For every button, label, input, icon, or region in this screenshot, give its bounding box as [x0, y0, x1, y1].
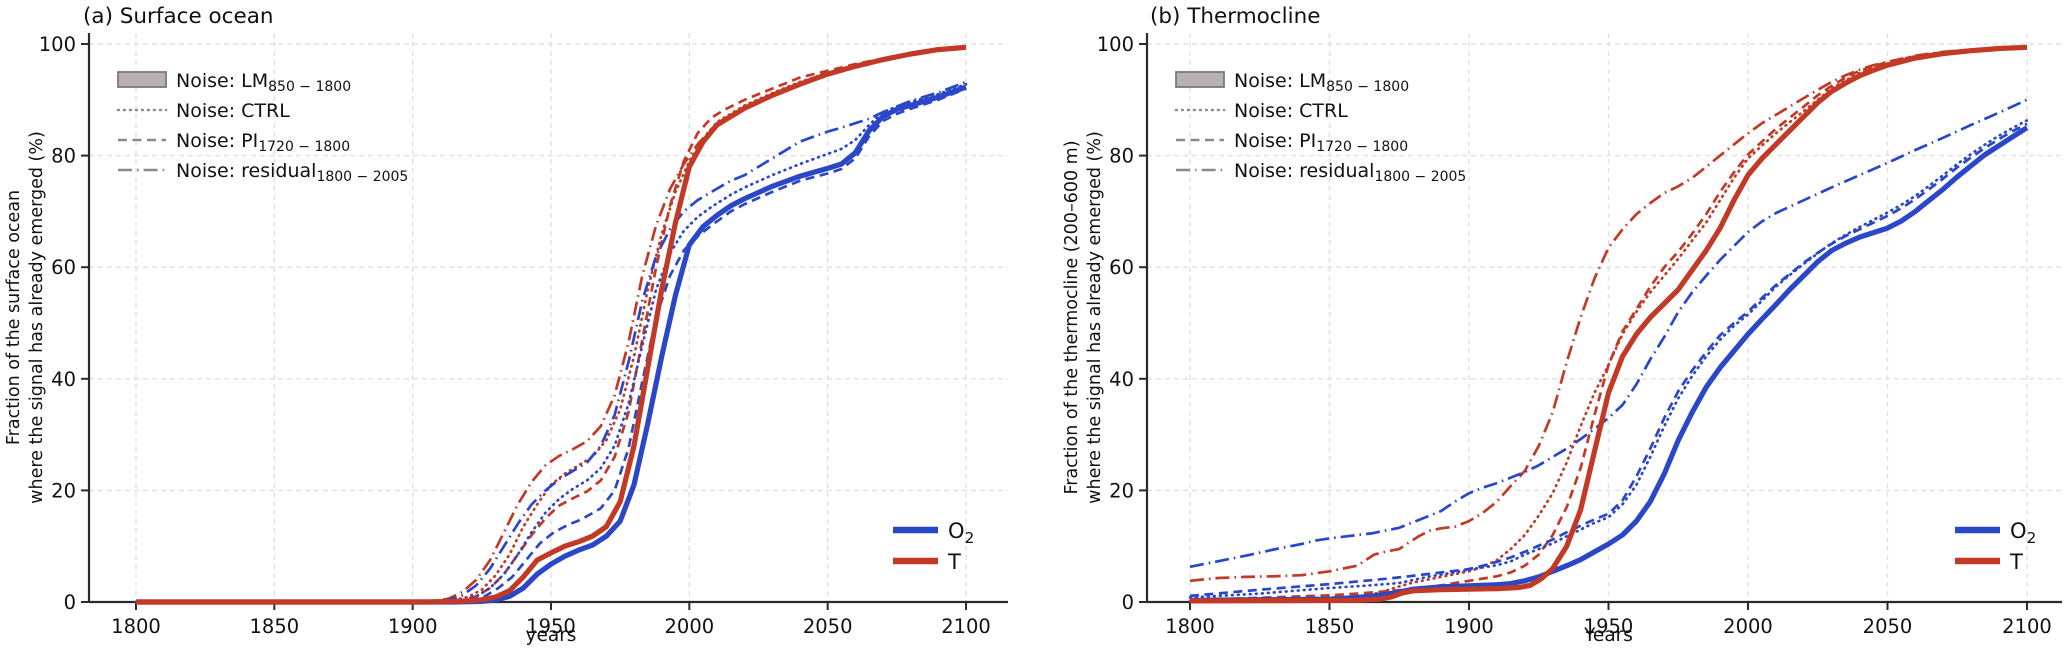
- x-tick-label: 2100: [2002, 615, 2052, 638]
- y-tick-label: 40: [51, 368, 76, 391]
- panel-a: 0 20 40 60 80 100 1800 1850 1900 1950 2000 2050 2100…: [4, 4, 1008, 646]
- y-tick-label: 100: [39, 33, 76, 56]
- y-tick-label: 60: [51, 256, 76, 279]
- y-tick-label: 0: [64, 591, 76, 614]
- series-line-o2-noise-ctrl: [134, 82, 968, 604]
- noise-legend-label: Noise: residual1800 − 2005: [176, 160, 408, 185]
- noise-legend-label: Noise: PI1720 − 1800: [1234, 130, 1408, 155]
- noise-legend-label: Noise: CTRL: [1234, 100, 1348, 122]
- x-tick-label: 2000: [665, 615, 715, 638]
- panel-title: (b) Thermocline: [1150, 4, 1320, 29]
- noise-legend-label: Noise: PI1720 − 1800: [176, 130, 350, 155]
- x-axis-label: years: [526, 625, 577, 646]
- series-line-o2-noise-residual: [1189, 98, 2028, 569]
- series-line-t-noise-lm: [136, 44, 967, 605]
- y-tick-label: 80: [1109, 145, 1134, 168]
- x-tick-label: 2050: [1863, 615, 1913, 638]
- panel-title: (a) Surface ocean: [83, 4, 274, 29]
- x-tick-label: 2100: [941, 615, 991, 638]
- noise-legend-label: Noise: LM850 − 1800: [1234, 70, 1409, 95]
- x-axis-label: Years: [1583, 625, 1633, 646]
- y-tick-label: 20: [51, 479, 76, 502]
- y-tick-label: 100: [1097, 33, 1134, 56]
- legend-patch-lm-noise: [117, 71, 167, 88]
- y-axis-label-line2: where the signal has already emerged (%): [27, 131, 47, 504]
- y-tick-label: 40: [1109, 368, 1134, 391]
- y-tick-label: 0: [1122, 591, 1134, 614]
- x-tick-label: 1900: [388, 615, 438, 638]
- noise-legend-label: Noise: residual1800 − 2005: [1234, 160, 1466, 185]
- series-line-t-noise-pi: [1189, 45, 2028, 602]
- series-line-t-noise-lm: [1189, 44, 2028, 604]
- series-line-o2-noise-pi: [1189, 122, 2028, 598]
- series-line-t-noise-pi: [136, 45, 967, 604]
- series-line-o2-noise-ctrl: [1188, 119, 2029, 599]
- x-tick-label: 1850: [250, 615, 300, 638]
- noise-legend-label: Noise: LM850 − 1800: [176, 70, 351, 95]
- y-tick-label: 60: [1109, 256, 1134, 279]
- series-line-o2-noise-lm: [1189, 125, 2029, 603]
- panel-b: 0 20 40 60 80 100 1800 1850 1900 1950 2000 2050 2100…: [1062, 4, 2062, 646]
- y-tick-label: 80: [51, 145, 76, 168]
- series-line-t-noise-ctrl: [1188, 45, 2029, 603]
- legend-patch-lm-noise: [1175, 71, 1225, 88]
- series-line-o2-noise-residual: [136, 80, 967, 604]
- y-axis-label-line1: Fraction of the thermocline (200–600 m): [1062, 140, 1082, 494]
- series-line-o2-noise-pi: [136, 87, 967, 604]
- series-legend-label: O2: [2010, 519, 2036, 547]
- series-line-t-noise-residual: [1189, 45, 2028, 583]
- series-legend-label: O2: [948, 519, 974, 547]
- series-line-o2-noise-lm: [136, 84, 967, 605]
- y-tick-label: 20: [1109, 479, 1134, 502]
- x-tick-label: 1800: [111, 615, 161, 638]
- x-tick-label: 2000: [1723, 615, 1773, 638]
- x-tick-label: 1850: [1305, 615, 1355, 638]
- x-tick-label: 1800: [1165, 615, 1215, 638]
- series-legend-label: T: [2009, 550, 2023, 574]
- series-legend-label: T: [947, 550, 961, 574]
- x-tick-label: 2050: [803, 615, 853, 638]
- y-axis-label-line2: where the signal has already emerged (%): [1085, 131, 1105, 504]
- x-tick-label: 1950: [526, 615, 576, 638]
- x-tick-label: 1950: [1584, 615, 1634, 638]
- y-axis-label-line1: Fraction of the surface ocean: [4, 190, 24, 445]
- x-tick-label: 1900: [1444, 615, 1494, 638]
- noise-legend-label: Noise: CTRL: [176, 100, 290, 122]
